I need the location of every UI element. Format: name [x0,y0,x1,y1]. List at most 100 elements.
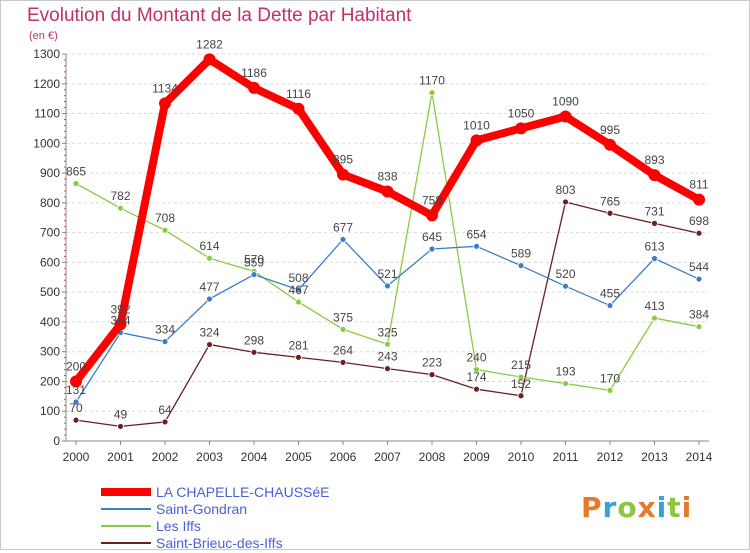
y-axis-unit: (en €) [29,30,58,42]
data-point [695,323,703,331]
data-label: 375 [333,310,353,324]
data-point [295,298,302,306]
data-label: 758 [422,193,442,207]
plot-area [66,54,709,441]
legend-swatch [101,488,151,496]
data-point [203,53,216,66]
data-label: 811 [689,178,708,192]
data-point [72,180,80,187]
y-tick-label: 1100 [34,107,60,121]
data-label: 334 [155,323,175,337]
data-label: 654 [466,227,486,241]
data-point [161,226,169,234]
data-label: 1010 [463,118,490,132]
y-tick-label: 1000 [33,136,60,150]
data-label: 467 [288,283,308,297]
x-tick-label: 2014 [686,450,713,464]
data-point [517,373,525,381]
data-point [206,254,213,262]
data-point [473,366,480,373]
data-label: 1116 [286,87,311,101]
data-label: 782 [110,189,130,203]
data-label: 413 [644,299,664,313]
data-point [339,359,347,366]
data-label: 364 [110,314,130,328]
logo-letter: t [667,491,682,524]
y-tick-label: 200 [40,374,60,388]
data-point [606,302,614,309]
x-tick-label: 2005 [285,450,312,464]
data-label: 384 [689,308,709,322]
data-point [159,97,171,110]
data-point [651,255,658,262]
data-point [339,325,347,333]
legend-item: Les Iffs [101,518,421,536]
y-tick-label: 600 [40,255,60,269]
legend-label: Saint-Gondran [156,501,248,517]
data-point [384,365,391,373]
x-tick-label: 2001 [107,450,134,464]
data-label: 614 [199,239,219,253]
data-label: 392 [110,302,130,316]
data-label: 508 [288,271,308,285]
data-label: 765 [600,194,620,208]
y-tick-label: 0 [53,434,60,448]
legend-label: Les Iffs [156,518,201,534]
y-tick-label: 1200 [33,77,60,91]
y-tick-label: 100 [40,404,60,418]
data-label: 677 [333,220,353,234]
x-tick-label: 2004 [241,450,268,464]
data-label: 200 [66,359,86,373]
x-tick-label: 2008 [419,450,446,464]
data-point [206,295,213,303]
data-point [651,314,658,322]
legend-label: Saint-Brieuc-des-Iffs [156,535,283,551]
x-tick-label: 2000 [63,450,90,464]
data-label: 838 [377,170,397,184]
data-label: 521 [377,267,397,281]
data-label: 70 [69,401,83,415]
data-point [161,418,169,426]
data-point [250,271,258,278]
data-label: 223 [422,356,442,370]
data-label: 193 [555,365,575,379]
data-point [515,122,527,135]
data-point [473,385,480,393]
y-tick-label: 400 [40,315,60,329]
data-label: 324 [199,326,219,340]
data-label: 281 [288,338,308,352]
data-label: 325 [377,325,397,339]
data-label: 264 [333,343,353,357]
data-label: 152 [511,377,531,391]
data-label: 865 [66,164,86,178]
data-point [606,209,614,217]
logo-letter: x [637,491,657,524]
data-label: 613 [644,240,664,254]
x-tick-label: 2007 [374,450,401,464]
y-tick-label: 1300 [33,47,60,61]
data-point [161,338,169,345]
data-label: 170 [600,371,620,385]
data-label: 131 [66,383,86,397]
data-point [381,185,394,198]
data-point [295,353,302,361]
data-label: 49 [114,407,128,421]
logo-letter: P [581,491,603,524]
data-point [428,371,436,379]
legend-item: LA CHAPELLE-CHAUSSéE [101,484,421,502]
legend-item: Saint-Gondran [101,501,421,519]
data-label: 240 [466,351,486,365]
data-point [428,89,436,97]
x-tick-label: 2009 [463,450,490,464]
x-tick-label: 2012 [597,450,624,464]
y-tick-label: 500 [40,285,60,299]
data-label: 174 [466,370,486,384]
data-label: 995 [600,123,620,137]
data-point [337,168,349,181]
logo-letter: i [656,491,668,524]
legend-swatch [101,525,151,527]
data-label: 893 [644,153,664,167]
data-point [206,341,213,348]
y-tick-label: 900 [40,166,60,180]
